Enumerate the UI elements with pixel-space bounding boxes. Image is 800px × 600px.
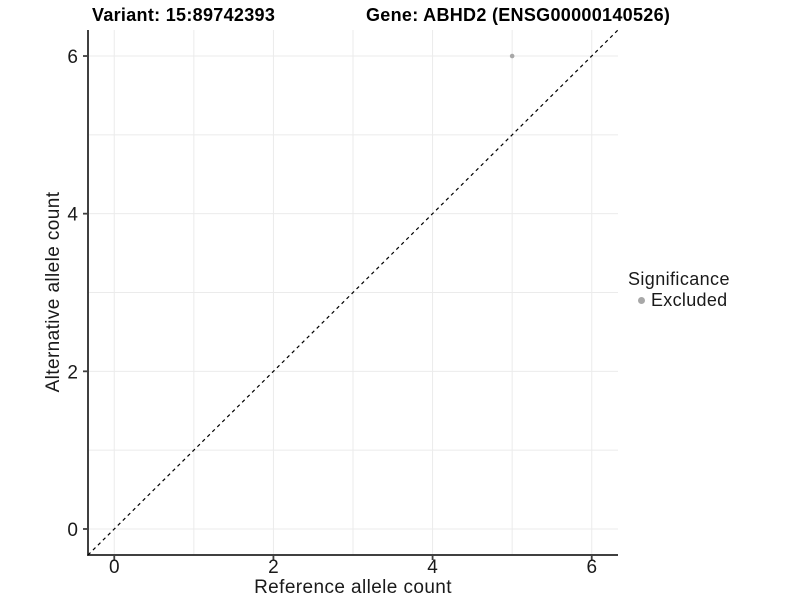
data-point-excluded [509,53,515,59]
legend: Significance Excluded [628,269,730,311]
excluded-point-icon [638,296,645,304]
x-tick-label: 4 [427,557,438,578]
x-axis-title: Reference allele count [254,577,452,598]
legend-entry-excluded: Excluded [628,289,730,311]
identity-line [87,29,619,556]
plot-title-gene: Gene: ABHD2 (ENSG00000140526) [366,5,671,25]
y-tick-label: 0 [67,520,78,541]
legend-title: Significance [628,269,730,289]
y-tick-label: 2 [67,362,78,383]
x-tick-label: 0 [109,557,120,578]
x-tick-label: 6 [586,557,597,578]
x-tick-label: 2 [268,557,279,578]
y-tick-label: 4 [67,205,78,226]
y-tick-label: 6 [67,47,78,68]
legend-entry-label: Excluded [651,289,728,310]
y-axis-title: Alternative allele count [43,191,64,393]
plot-title-variant: Variant: 15:89742393 [92,5,276,25]
